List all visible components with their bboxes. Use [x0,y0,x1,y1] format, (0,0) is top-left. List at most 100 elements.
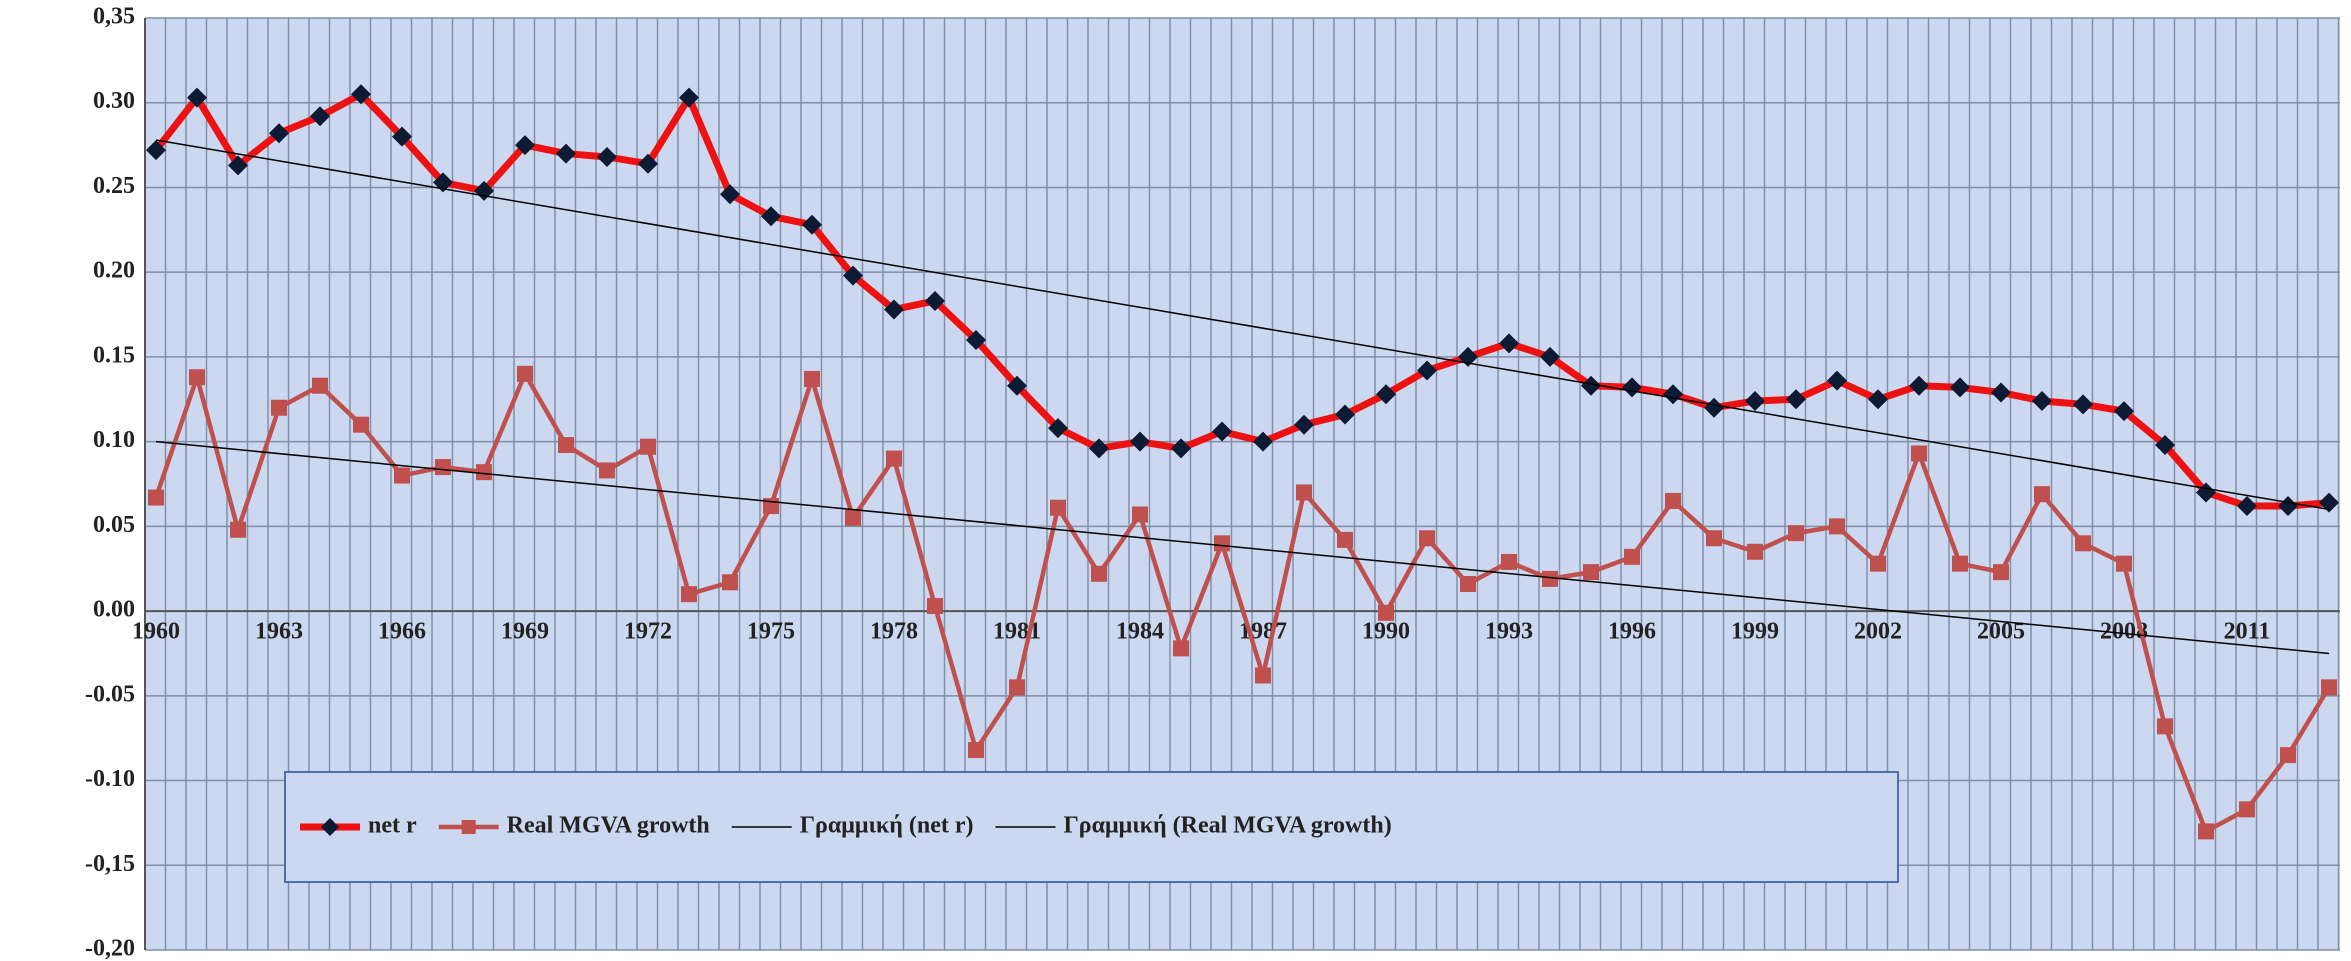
marker [269,123,289,144]
marker [1993,564,2009,581]
marker [1950,377,1970,398]
x-tick-label: 1963 [255,619,303,645]
marker [517,365,533,382]
y-tick-label: -0.05 [85,681,135,707]
marker [353,416,369,433]
x-tick-label: 1996 [1608,619,1656,645]
marker [1991,382,2011,403]
marker [1542,570,1558,587]
marker [474,180,494,201]
marker [1378,604,1394,621]
y-tick-label: 0.20 [93,258,135,284]
marker [720,184,740,205]
marker [515,135,535,156]
legend-label: Γραμμική (net r) [800,813,974,839]
marker [1460,575,1476,592]
marker [2034,486,2050,503]
marker [394,467,410,484]
marker [1706,530,1722,547]
y-tick-label: 0.00 [93,597,135,623]
marker [845,509,861,526]
marker [148,489,164,506]
y-tick-label: -0.10 [85,766,135,792]
marker [2075,535,2091,552]
x-tick-label: 1972 [624,619,672,645]
marker [1419,530,1435,547]
y-tick-label: 0.30 [93,88,135,114]
marker [1007,375,1027,396]
marker [638,153,658,174]
marker [681,586,697,603]
marker [312,377,328,394]
y-tick-label: 0.25 [93,173,135,199]
y-tick-label: -0,20 [85,936,135,961]
marker [927,598,943,615]
marker [1296,484,1312,501]
marker [2032,390,2052,411]
marker [966,329,986,350]
marker [679,87,699,108]
trend-line [155,440,2330,655]
marker [187,87,207,108]
marker [1499,333,1519,354]
marker [1624,548,1640,565]
legend-marker [461,820,476,834]
marker [1747,543,1763,560]
marker [2198,823,2214,840]
marker [1171,438,1191,459]
marker [761,206,781,227]
marker [556,143,576,164]
x-tick-label: 1960 [132,619,180,645]
marker [1050,499,1066,516]
marker [2155,435,2175,456]
marker [1089,438,1109,459]
marker [1417,360,1437,381]
legend: net r Real MGVA growth Γραμμική (net r) Γρα… [284,771,1899,883]
y-tick-label: 0.05 [93,512,135,538]
x-tick-label: 1966 [378,619,426,645]
marker [2321,679,2337,696]
marker [1909,375,1929,396]
marker [2319,492,2339,513]
marker [968,742,984,759]
x-tick-label: 1990 [1362,619,1410,645]
marker [1665,492,1681,509]
marker [599,462,615,479]
marker [1827,370,1847,391]
marker [476,464,492,481]
marker [1583,564,1599,581]
marker [230,521,246,538]
marker [1335,404,1355,425]
y-tick-label: -0,15 [85,851,135,877]
legend-label: Γραμμική (Real MGVA growth) [1064,813,1392,839]
marker [1337,531,1353,548]
x-tick-label: 2011 [2224,619,2271,645]
marker [1132,506,1148,523]
marker [558,437,574,454]
marker [1376,384,1396,405]
marker [146,140,166,161]
marker [228,155,248,176]
marker [2157,718,2173,735]
marker [1745,390,1765,411]
marker [1212,421,1232,442]
marker [310,106,330,127]
marker [1829,518,1845,535]
legend-box [284,771,1899,883]
marker [884,299,904,320]
marker [1540,346,1560,367]
legend-label: Real MGVA growth [507,813,710,839]
marker [1255,667,1271,684]
x-tick-label: 2002 [1854,619,1902,645]
marker [1253,431,1273,452]
marker [435,459,451,476]
marker [1294,414,1314,435]
marker [1130,431,1150,452]
marker [2116,555,2132,572]
marker [1786,389,1806,410]
legend-marker [321,818,339,836]
marker [1501,553,1517,570]
marker [271,399,287,416]
x-tick-label: 1984 [1116,619,1164,645]
